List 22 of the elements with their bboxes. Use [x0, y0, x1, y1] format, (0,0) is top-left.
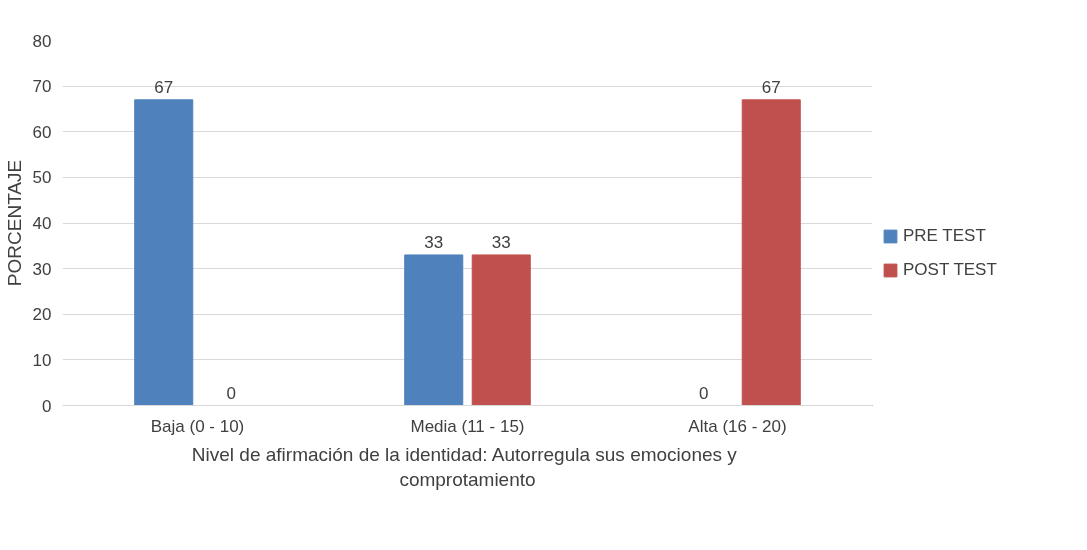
- y-tick-label: 70: [32, 77, 52, 97]
- legend-label: PRE TEST: [903, 226, 986, 246]
- y-tick-label: 0: [42, 396, 52, 416]
- data-label: 33: [491, 232, 511, 252]
- y-tick-label: 10: [32, 350, 52, 370]
- y-tick-label: 50: [32, 168, 52, 188]
- x-tick-label: Media (11 - 15): [410, 416, 525, 436]
- data-label: 67: [761, 77, 781, 97]
- y-axis-title: PORCENTAJE: [3, 159, 25, 287]
- x-tick-label: Baja (0 - 10): [150, 416, 245, 436]
- y-tick-label: 80: [32, 31, 52, 51]
- data-label: 67: [154, 77, 174, 97]
- y-tick-label: 30: [32, 259, 52, 279]
- legend-label: POST TEST: [903, 260, 997, 280]
- data-label: 0: [226, 383, 236, 403]
- x-tick-label: Alta (16 - 20): [688, 416, 787, 436]
- y-tick-label: 20: [32, 305, 52, 325]
- x-axis-title: Nivel de afirmación de la identidad: Autorregula sus emociones y comprotamiento: [191, 443, 738, 490]
- y-tick-label: 60: [32, 122, 52, 142]
- data-label: 33: [424, 232, 444, 252]
- y-tick-label: 40: [32, 214, 52, 233]
- data-label: 0: [699, 383, 709, 403]
